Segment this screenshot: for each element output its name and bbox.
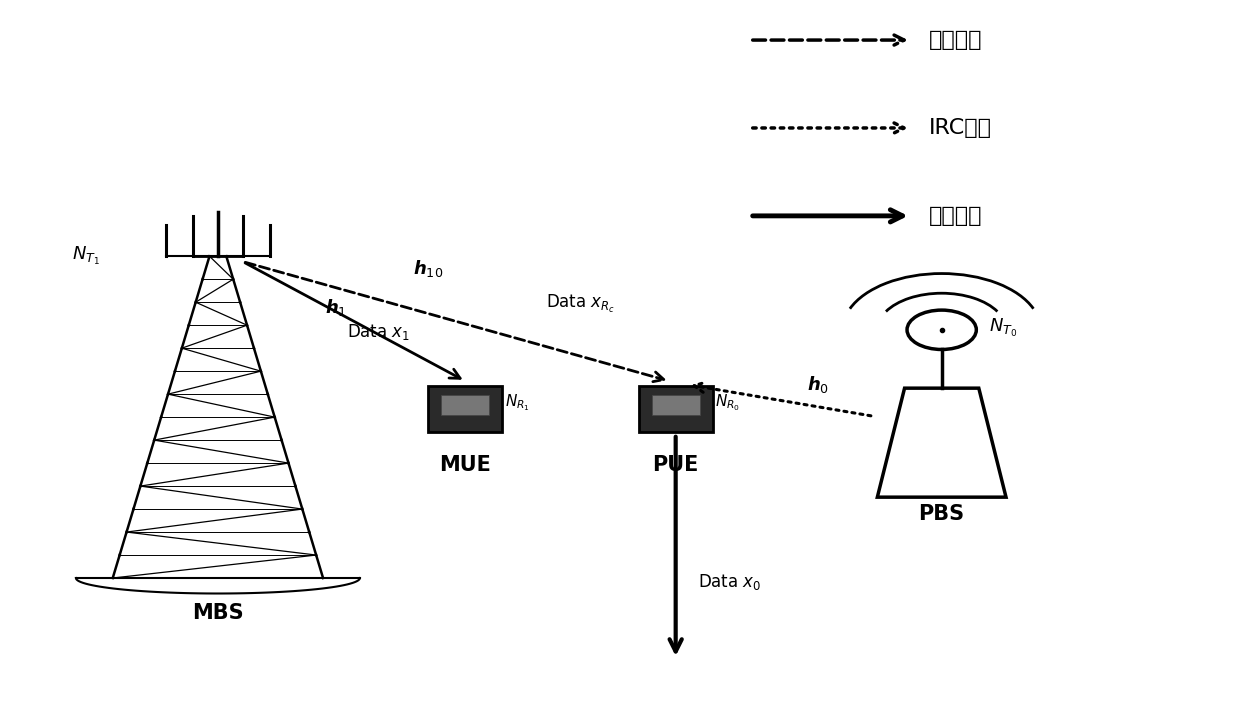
Bar [428, 386, 502, 432]
Text: PBS: PBS [919, 504, 965, 524]
Text: PUE: PUE [652, 455, 699, 475]
Text: $\boldsymbol{h}_0$: $\boldsymbol{h}_0$ [807, 374, 830, 395]
Text: $N_{R_0}$: $N_{R_0}$ [715, 392, 740, 412]
Text: $N_{T_1}$: $N_{T_1}$ [72, 245, 100, 268]
Bar [651, 395, 699, 415]
Text: IRC信号: IRC信号 [929, 118, 992, 138]
Text: $\boldsymbol{h}_{10}$: $\boldsymbol{h}_{10}$ [413, 258, 444, 279]
Text: 期望信号: 期望信号 [929, 206, 983, 226]
Text: 干扰信号: 干扰信号 [929, 30, 983, 50]
Text: Data $x_1$: Data $x_1$ [347, 322, 410, 342]
Bar [639, 386, 713, 432]
Text: $\boldsymbol{h}_1$: $\boldsymbol{h}_1$ [325, 297, 346, 318]
Bar [441, 395, 490, 415]
Text: MBS: MBS [192, 603, 244, 623]
Text: $N_{R_1}$: $N_{R_1}$ [505, 392, 529, 412]
Text: Data $x_0$: Data $x_0$ [698, 572, 761, 592]
Text: Data $x_{R_c}$: Data $x_{R_c}$ [546, 293, 615, 315]
Text: $N_{T_0}$: $N_{T_0}$ [988, 317, 1017, 340]
Text: MUE: MUE [439, 455, 491, 475]
